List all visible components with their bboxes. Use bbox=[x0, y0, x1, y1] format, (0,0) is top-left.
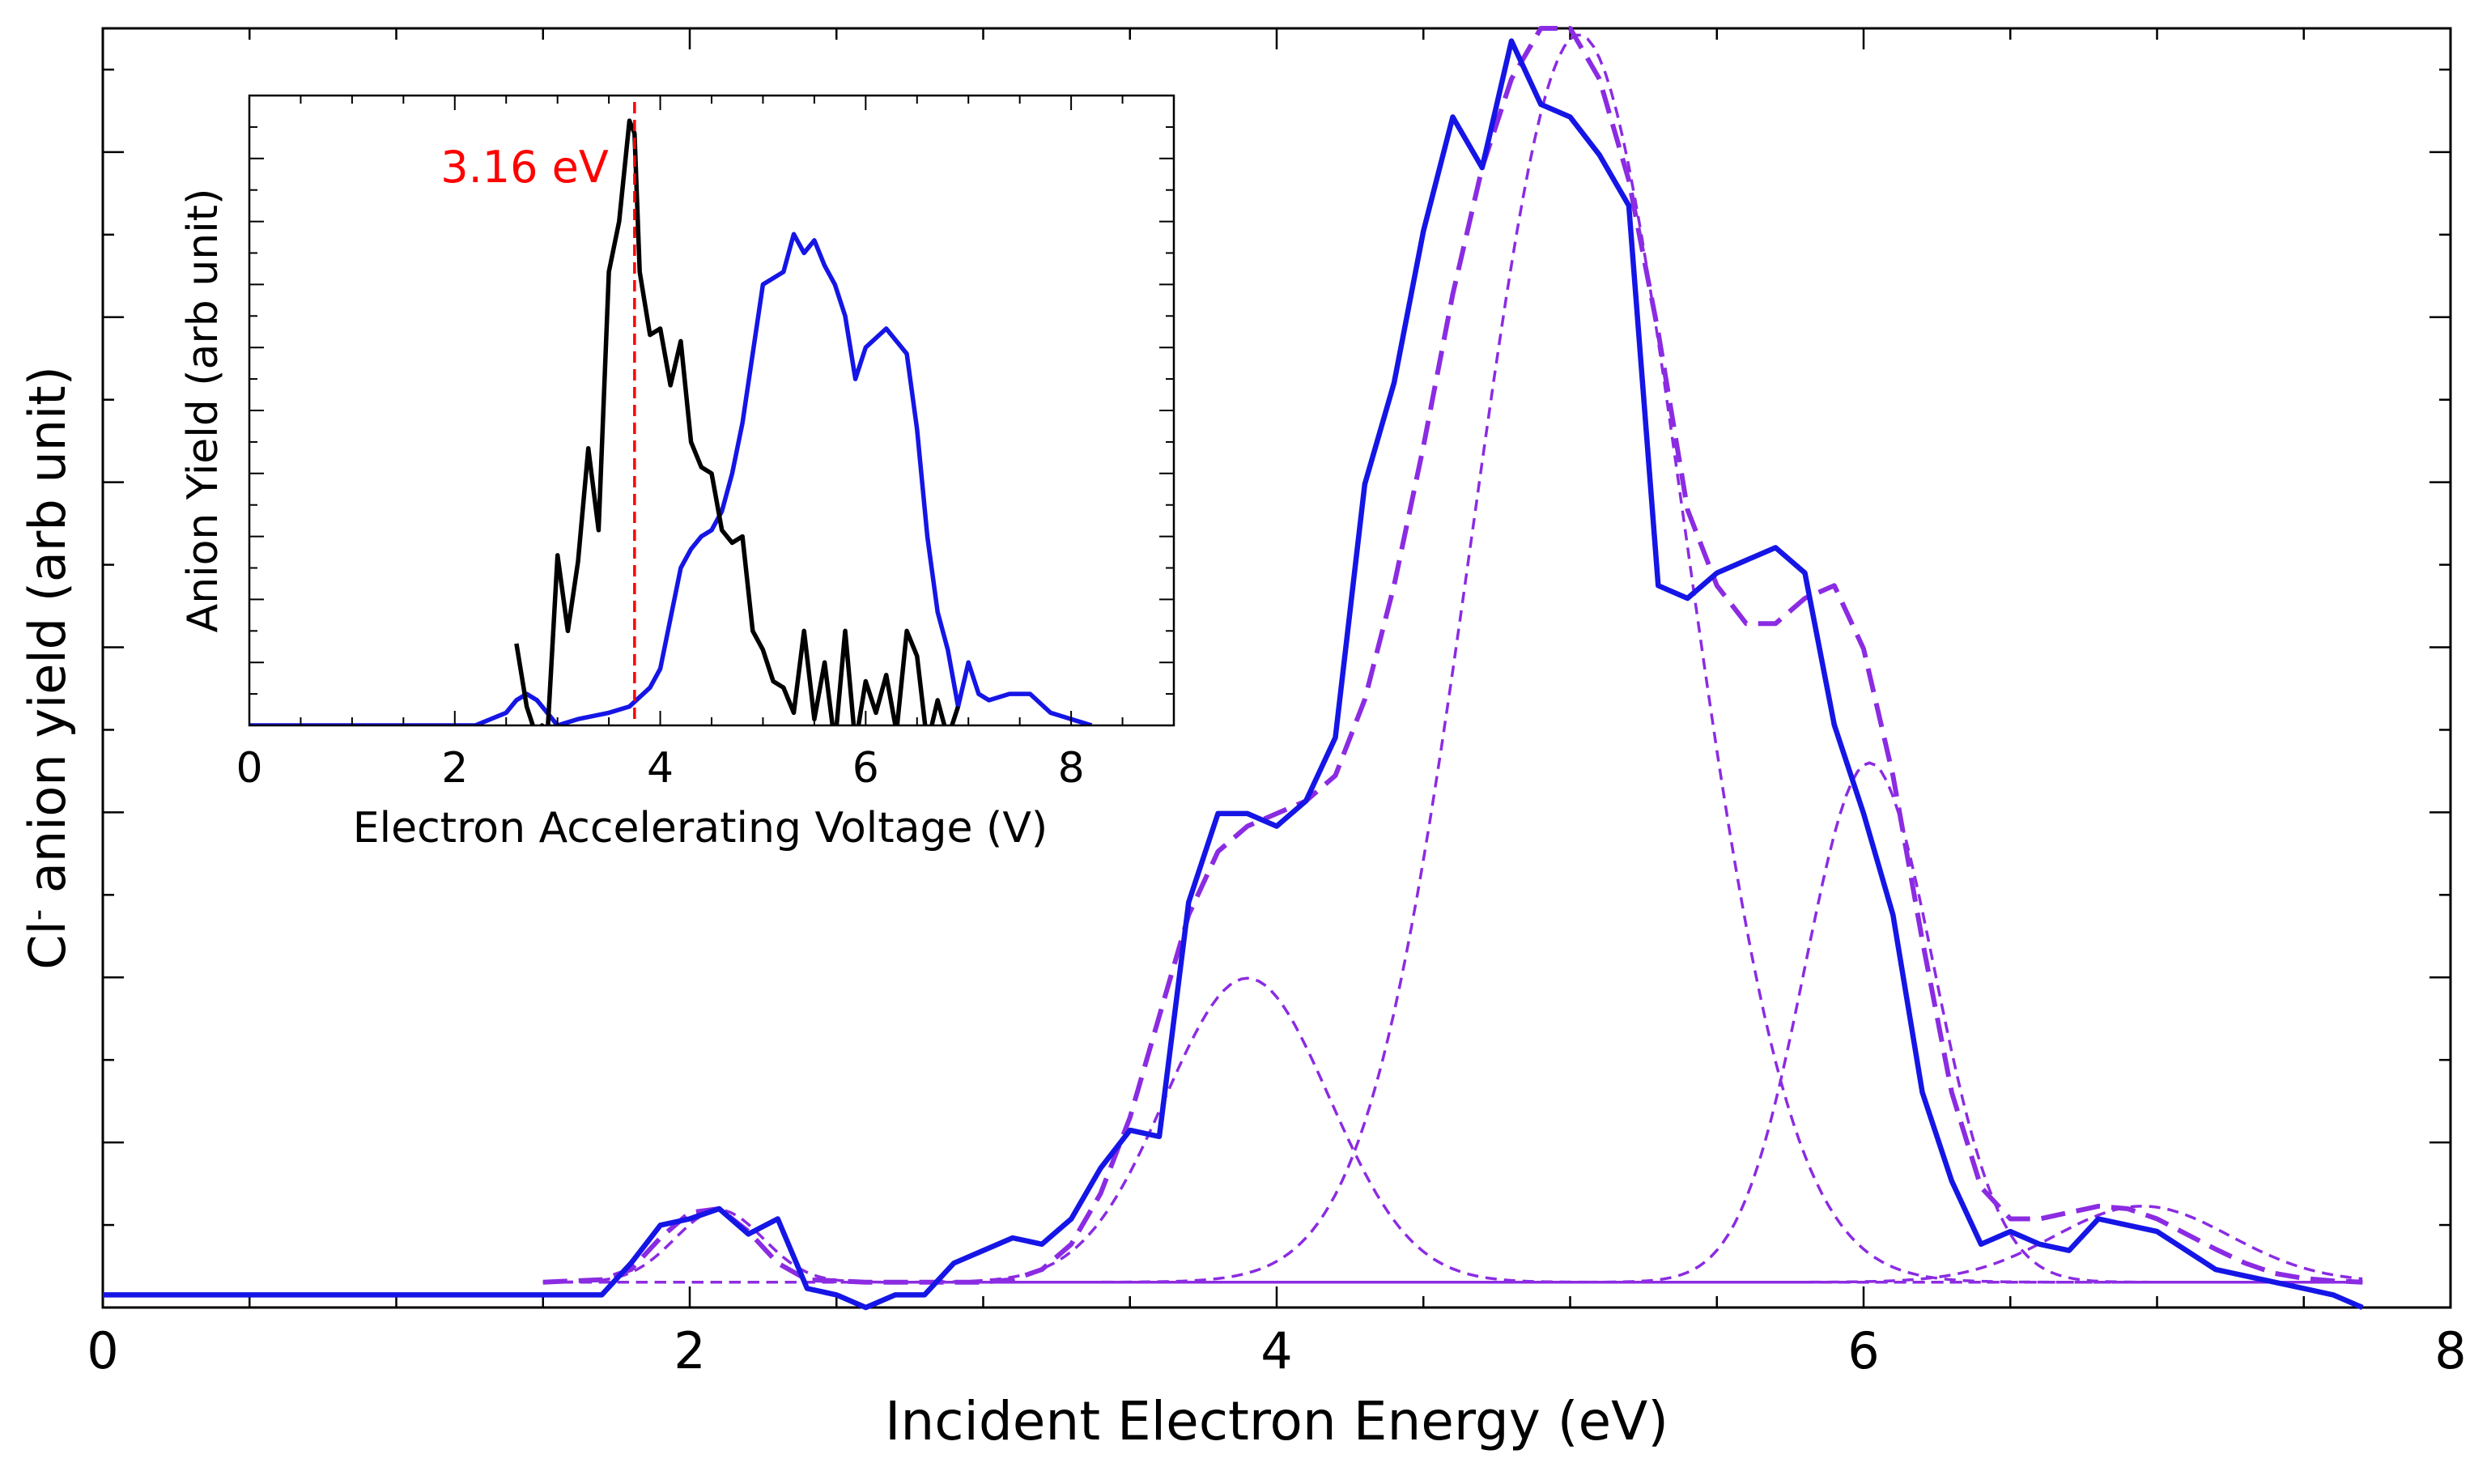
main-x-tick-label: 6 bbox=[1847, 1321, 1879, 1380]
total-fit-line bbox=[542, 26, 2363, 1285]
inset-x-axis-title: Electron Accelerating Voltage (V) bbox=[353, 804, 1048, 853]
main-x-tick-label: 2 bbox=[674, 1321, 705, 1380]
main-plot: 0 2 4 6 8 Incident Electron Energy (eV) Cl- … bbox=[18, 26, 2467, 1452]
inset-x-tick-label: 6 bbox=[852, 744, 879, 793]
inset-x-tick-label: 8 bbox=[1058, 744, 1085, 793]
gaussian-component-line bbox=[542, 1208, 2363, 1284]
main-x-tick-labels: 0 2 4 6 8 bbox=[87, 1321, 2466, 1380]
inset-annotation: 3.16 eV bbox=[440, 102, 636, 725]
gaussian-component-line bbox=[542, 1205, 2363, 1284]
inset-x-tick-labels: 0 2 4 6 8 bbox=[236, 744, 1084, 793]
calibration-yield-line bbox=[514, 118, 961, 725]
inset-series-group bbox=[249, 118, 1093, 725]
main-x-axis-title: Incident Electron Energy (eV) bbox=[885, 1390, 1668, 1452]
measured-yield-line bbox=[103, 38, 2364, 1311]
inset-x-tick-label: 2 bbox=[441, 744, 468, 793]
main-x-tick-label: 4 bbox=[1260, 1321, 1292, 1380]
gaussian-component-line bbox=[542, 976, 2363, 1284]
annotation-label: 3.16 eV bbox=[440, 142, 609, 193]
main-axis-ticks bbox=[101, 28, 2452, 1309]
inset-x-tick-label: 4 bbox=[647, 744, 674, 793]
main-x-tick-label: 0 bbox=[87, 1321, 118, 1380]
main-x-tick-label: 8 bbox=[2434, 1321, 2466, 1380]
inset-lines bbox=[249, 118, 1093, 725]
inset-plot: 3.16 eV 0 2 4 6 8 Electron Accelerating Volt… bbox=[179, 94, 1175, 853]
main-y-axis-title: Cl- anion yield (arb unit) bbox=[18, 366, 77, 970]
inset-y-axis-title: Anion Yield (arb unit) bbox=[179, 189, 227, 633]
inset-x-tick-label: 0 bbox=[236, 744, 262, 793]
inset-background bbox=[249, 96, 1174, 725]
main-series-group bbox=[103, 26, 2364, 1311]
inset-axis-ticks bbox=[249, 95, 1175, 726]
